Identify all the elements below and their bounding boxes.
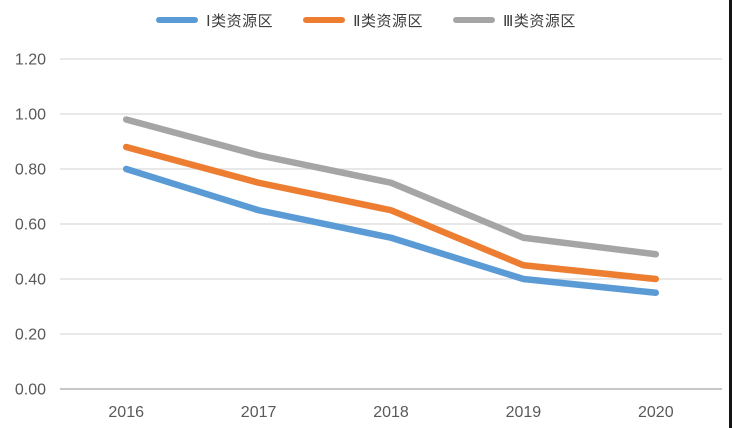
x-tick-label: 2018 <box>373 404 409 421</box>
legend-line-swatch <box>156 17 199 23</box>
legend-item-zone3: Ⅲ类资源区 <box>452 10 576 31</box>
x-tick-label: 2016 <box>108 404 144 421</box>
y-tick-label: 1.00 <box>15 107 46 124</box>
x-tick-label: 2019 <box>506 404 542 421</box>
y-tick-label: 0.00 <box>15 382 46 399</box>
legend-label: Ⅲ类资源区 <box>502 12 576 30</box>
legend-item-zone1: Ⅰ类资源区 <box>156 10 273 31</box>
series-line <box>122 116 660 258</box>
series-line <box>122 165 660 296</box>
right-edge-border <box>729 0 732 428</box>
x-tick-label: 2017 <box>241 404 277 421</box>
y-tick-label: 0.60 <box>15 217 46 234</box>
y-tick-label: 1.20 <box>15 52 46 69</box>
chart-legend: Ⅰ类资源区 Ⅱ类资源区 Ⅲ类资源区 <box>0 6 732 34</box>
legend-item-zone2: Ⅱ类资源区 <box>303 10 423 31</box>
legend-label: Ⅰ类资源区 <box>206 12 274 30</box>
legend-line-swatch <box>303 17 346 23</box>
x-tick-label: 2020 <box>638 404 674 421</box>
y-tick-label: 0.20 <box>15 327 46 344</box>
y-tick-label: 0.80 <box>15 162 46 179</box>
series-line <box>122 143 660 283</box>
legend-line-swatch <box>452 17 495 23</box>
legend-label: Ⅱ类资源区 <box>353 12 423 30</box>
y-tick-label: 0.40 <box>15 272 46 289</box>
